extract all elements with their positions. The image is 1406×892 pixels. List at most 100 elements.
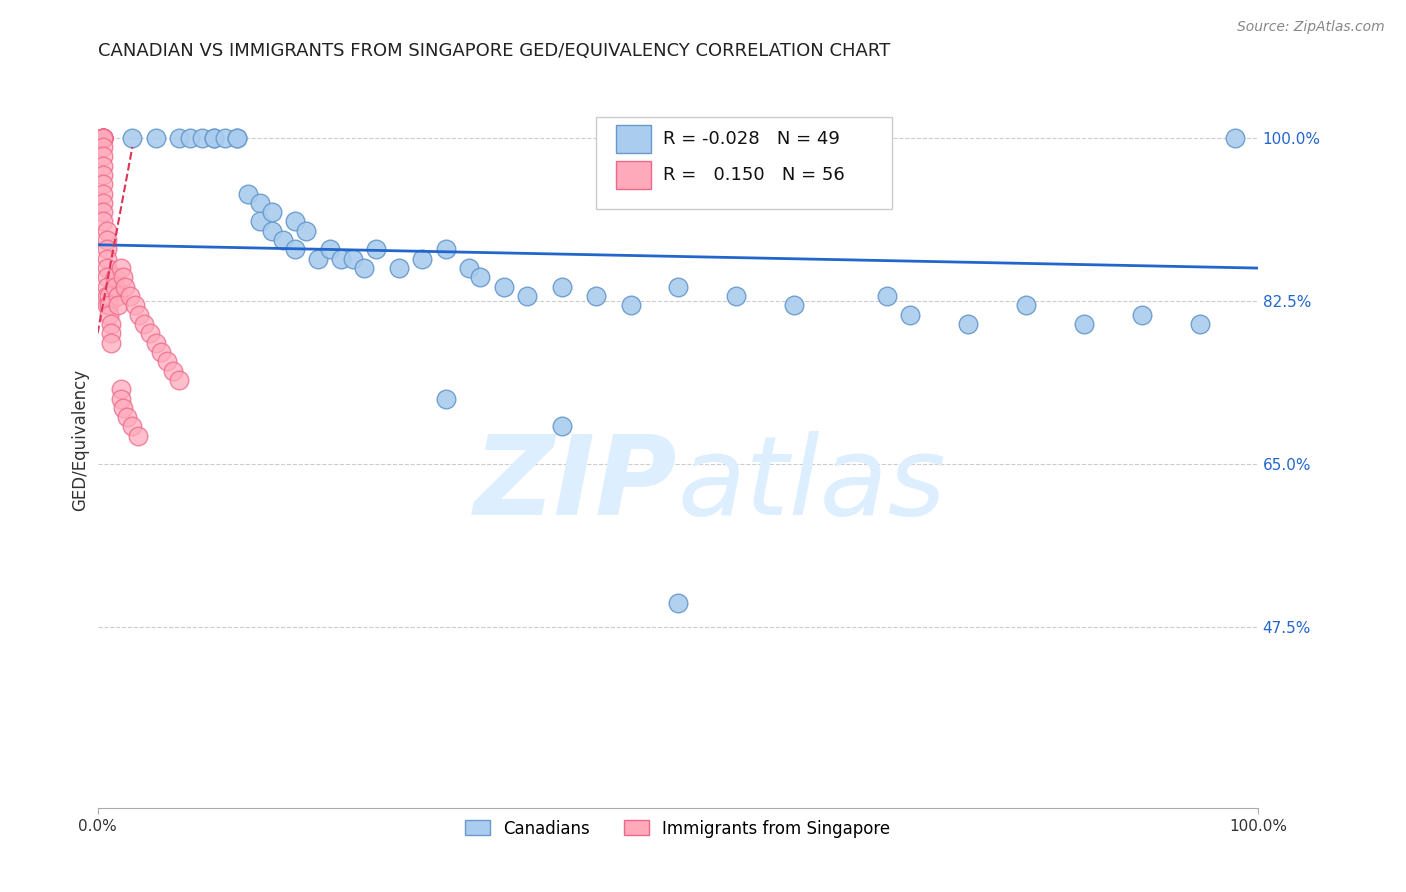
Text: atlas: atlas bbox=[678, 431, 946, 538]
Point bbox=[96, 298, 118, 312]
Point bbox=[516, 289, 538, 303]
Point bbox=[96, 261, 118, 276]
Point bbox=[93, 130, 115, 145]
Point bbox=[179, 130, 201, 145]
Point bbox=[202, 130, 225, 145]
Point bbox=[96, 279, 118, 293]
Point bbox=[93, 130, 115, 145]
Point bbox=[104, 270, 127, 285]
Point bbox=[225, 130, 247, 145]
Text: ZIP: ZIP bbox=[474, 431, 678, 538]
Point bbox=[214, 130, 236, 145]
Text: CANADIAN VS IMMIGRANTS FROM SINGAPORE GED/EQUIVALENCY CORRELATION CHART: CANADIAN VS IMMIGRANTS FROM SINGAPORE GE… bbox=[97, 42, 890, 60]
Point bbox=[96, 270, 118, 285]
Point bbox=[121, 419, 143, 434]
Point bbox=[260, 205, 283, 219]
Point bbox=[249, 195, 271, 210]
Point bbox=[364, 243, 387, 257]
Point bbox=[93, 186, 115, 201]
Point bbox=[167, 130, 190, 145]
Point bbox=[110, 261, 132, 276]
Point bbox=[295, 224, 318, 238]
Point bbox=[585, 289, 607, 303]
Point bbox=[620, 298, 643, 312]
Point bbox=[191, 130, 214, 145]
Point bbox=[100, 326, 122, 341]
Point bbox=[162, 363, 184, 377]
Point bbox=[93, 159, 115, 173]
Point bbox=[724, 289, 747, 303]
Point bbox=[93, 195, 115, 210]
Point bbox=[98, 298, 121, 312]
Point bbox=[225, 130, 247, 145]
Point bbox=[104, 279, 127, 293]
Point bbox=[96, 224, 118, 238]
Point bbox=[93, 130, 115, 145]
Point bbox=[167, 373, 190, 387]
Point bbox=[139, 326, 162, 341]
Point bbox=[112, 401, 135, 415]
Point bbox=[1223, 130, 1246, 145]
Point bbox=[93, 130, 115, 145]
Point bbox=[411, 252, 433, 266]
Point bbox=[93, 214, 115, 228]
Point bbox=[898, 308, 921, 322]
Point bbox=[100, 335, 122, 350]
Point bbox=[260, 224, 283, 238]
Point bbox=[492, 279, 515, 293]
Point bbox=[342, 252, 364, 266]
Point bbox=[96, 243, 118, 257]
Bar bbox=[616, 161, 651, 189]
Point bbox=[93, 130, 115, 145]
Point bbox=[110, 392, 132, 406]
Point bbox=[550, 279, 572, 293]
Y-axis label: GED/Equivalency: GED/Equivalency bbox=[72, 369, 89, 511]
Point bbox=[470, 270, 492, 285]
Point bbox=[93, 168, 115, 182]
Point bbox=[115, 410, 138, 425]
Point bbox=[434, 392, 457, 406]
Point bbox=[93, 130, 115, 145]
Legend: Canadians, Immigrants from Singapore: Canadians, Immigrants from Singapore bbox=[458, 813, 897, 844]
Text: R =   0.150   N = 56: R = 0.150 N = 56 bbox=[662, 167, 845, 185]
Point bbox=[110, 382, 132, 396]
Point bbox=[124, 298, 146, 312]
Point bbox=[98, 289, 121, 303]
Point bbox=[112, 270, 135, 285]
Point bbox=[150, 345, 173, 359]
Point bbox=[388, 261, 411, 276]
Point bbox=[120, 289, 142, 303]
Point bbox=[93, 130, 115, 145]
Point bbox=[96, 289, 118, 303]
Point bbox=[783, 298, 806, 312]
Point bbox=[330, 252, 353, 266]
Point bbox=[145, 130, 167, 145]
Point bbox=[956, 317, 979, 331]
Point bbox=[1130, 308, 1153, 322]
Point bbox=[238, 186, 260, 201]
Point bbox=[284, 214, 307, 228]
Point bbox=[1073, 317, 1095, 331]
Point bbox=[96, 233, 118, 247]
Point bbox=[107, 298, 129, 312]
Point bbox=[93, 178, 115, 192]
Point bbox=[100, 317, 122, 331]
Point bbox=[307, 252, 329, 266]
Point bbox=[1188, 317, 1211, 331]
Point bbox=[434, 243, 457, 257]
Point bbox=[145, 335, 167, 350]
Point bbox=[271, 233, 294, 247]
Point bbox=[96, 252, 118, 266]
Point bbox=[353, 261, 375, 276]
Point bbox=[318, 243, 340, 257]
Point bbox=[114, 279, 136, 293]
FancyBboxPatch shape bbox=[596, 117, 893, 209]
Point bbox=[666, 597, 689, 611]
Point bbox=[284, 243, 307, 257]
Text: Source: ZipAtlas.com: Source: ZipAtlas.com bbox=[1237, 20, 1385, 34]
Point bbox=[127, 429, 149, 443]
Point bbox=[98, 308, 121, 322]
Point bbox=[249, 214, 271, 228]
Text: R = -0.028   N = 49: R = -0.028 N = 49 bbox=[662, 129, 839, 148]
Point bbox=[128, 308, 150, 322]
